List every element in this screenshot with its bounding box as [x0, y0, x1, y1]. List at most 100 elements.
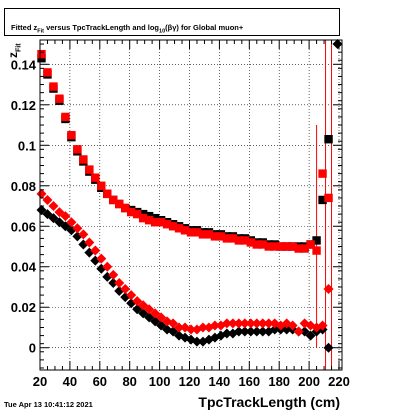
data-point-diamond: [245, 326, 256, 337]
data-point-diamond: [90, 245, 101, 256]
x-tick-label: 140: [209, 374, 231, 389]
data-point-square: [192, 228, 202, 237]
data-point-square: [37, 49, 46, 59]
data-point-square: [174, 224, 184, 233]
y-tick-label: 0.06: [11, 219, 36, 234]
data-markers: [36, 39, 343, 353]
data-point-diamond: [251, 326, 262, 337]
data-point-diamond: [84, 237, 95, 248]
data-point-diamond: [102, 261, 113, 272]
data-point-diamond: [78, 229, 89, 240]
data-point-square: [228, 234, 238, 243]
data-point-diamond: [263, 318, 274, 329]
data-point-square: [324, 135, 333, 144]
data-point-square: [61, 112, 70, 122]
data-point-square: [67, 130, 76, 140]
y-tick-label: 0.12: [11, 98, 36, 113]
data-point-diamond: [257, 318, 268, 329]
data-point-square: [126, 207, 136, 217]
x-tick-label: 120: [179, 374, 201, 389]
y-axis-label: zFit: [6, 43, 23, 58]
x-tick-label: 160: [238, 374, 260, 389]
data-point-diamond: [42, 194, 53, 205]
x-tick-label: 20: [33, 374, 47, 389]
data-point-diamond: [323, 284, 334, 295]
data-point-diamond: [209, 320, 220, 331]
data-point-diamond: [42, 209, 53, 220]
data-point-diamond: [233, 318, 244, 329]
x-axis-label: TpcTrackLength (cm): [198, 394, 340, 410]
data-point-square: [210, 232, 220, 241]
data-point-diamond: [156, 312, 167, 323]
data-point-square: [252, 240, 261, 249]
data-point-square: [312, 236, 321, 245]
data-point-diamond: [72, 223, 83, 234]
data-point-diamond: [54, 217, 65, 228]
data-point-diamond: [114, 277, 125, 288]
data-point-diamond: [299, 326, 310, 337]
data-point-square: [85, 165, 94, 174]
x-tick-label: 60: [93, 374, 107, 389]
data-point-square: [156, 218, 166, 227]
data-point-square: [216, 232, 226, 241]
data-point-square: [240, 236, 250, 245]
data-point-square: [324, 193, 333, 203]
data-point-square: [144, 215, 154, 225]
data-point-diamond: [168, 326, 179, 337]
data-point-square: [198, 230, 208, 239]
data-point-diamond: [48, 213, 59, 224]
data-point-square: [162, 220, 172, 229]
data-point-diamond: [186, 324, 196, 335]
data-point-square: [186, 228, 196, 237]
data-point-diamond: [293, 326, 304, 337]
data-point-diamond: [227, 318, 238, 329]
data-point-square: [43, 68, 52, 77]
y-tick-label: 0.1: [18, 138, 36, 153]
data-point-diamond: [156, 320, 167, 331]
data-point-diamond: [150, 316, 161, 327]
data-point-square: [246, 238, 256, 247]
data-point-diamond: [233, 326, 244, 337]
data-point-diamond: [54, 207, 65, 218]
error-bars: [316, 40, 333, 370]
data-point-diamond: [269, 324, 280, 335]
data-point-diamond: [245, 318, 256, 329]
data-point-square: [294, 244, 303, 253]
data-point-square: [121, 203, 130, 213]
data-point-square: [204, 230, 214, 239]
data-point-square: [282, 242, 291, 251]
data-point-square: [73, 145, 82, 154]
data-point-diamond: [132, 296, 143, 307]
x-tick-label: 200: [298, 374, 320, 389]
data-point-diamond: [221, 328, 232, 339]
data-point-diamond: [108, 269, 119, 280]
data-point-diamond: [281, 324, 292, 335]
y-tick-label: 0: [29, 341, 36, 356]
data-point-diamond: [36, 205, 47, 216]
data-point-square: [97, 181, 106, 190]
data-point-diamond: [239, 318, 250, 329]
y-tick-label: 0.08: [11, 179, 36, 194]
data-point-diamond: [197, 322, 208, 333]
title-box: Fitted zFit versus TpcTrackLength and lo…: [4, 8, 340, 36]
data-point-diamond: [108, 277, 119, 288]
data-point-diamond: [221, 318, 232, 329]
x-tick-label: 180: [268, 374, 290, 389]
data-point-diamond: [323, 342, 334, 353]
data-point-square: [276, 242, 285, 251]
data-point-diamond: [96, 253, 107, 264]
x-tick-label: 100: [149, 374, 171, 389]
chart-title: Fitted zFit versus TpcTrackLength and lo…: [11, 23, 244, 35]
grid-lines: [39, 40, 342, 370]
data-point-square: [132, 209, 142, 219]
x-tick-label: 40: [63, 374, 77, 389]
data-point-square: [138, 213, 148, 223]
data-point-square: [180, 226, 190, 235]
data-point-diamond: [251, 318, 262, 329]
plot-frame: [39, 39, 343, 371]
data-point-square: [150, 218, 160, 227]
data-point-square: [312, 246, 321, 255]
data-point-diamond: [36, 188, 47, 199]
data-point-diamond: [287, 320, 298, 331]
data-point-diamond: [48, 201, 59, 212]
